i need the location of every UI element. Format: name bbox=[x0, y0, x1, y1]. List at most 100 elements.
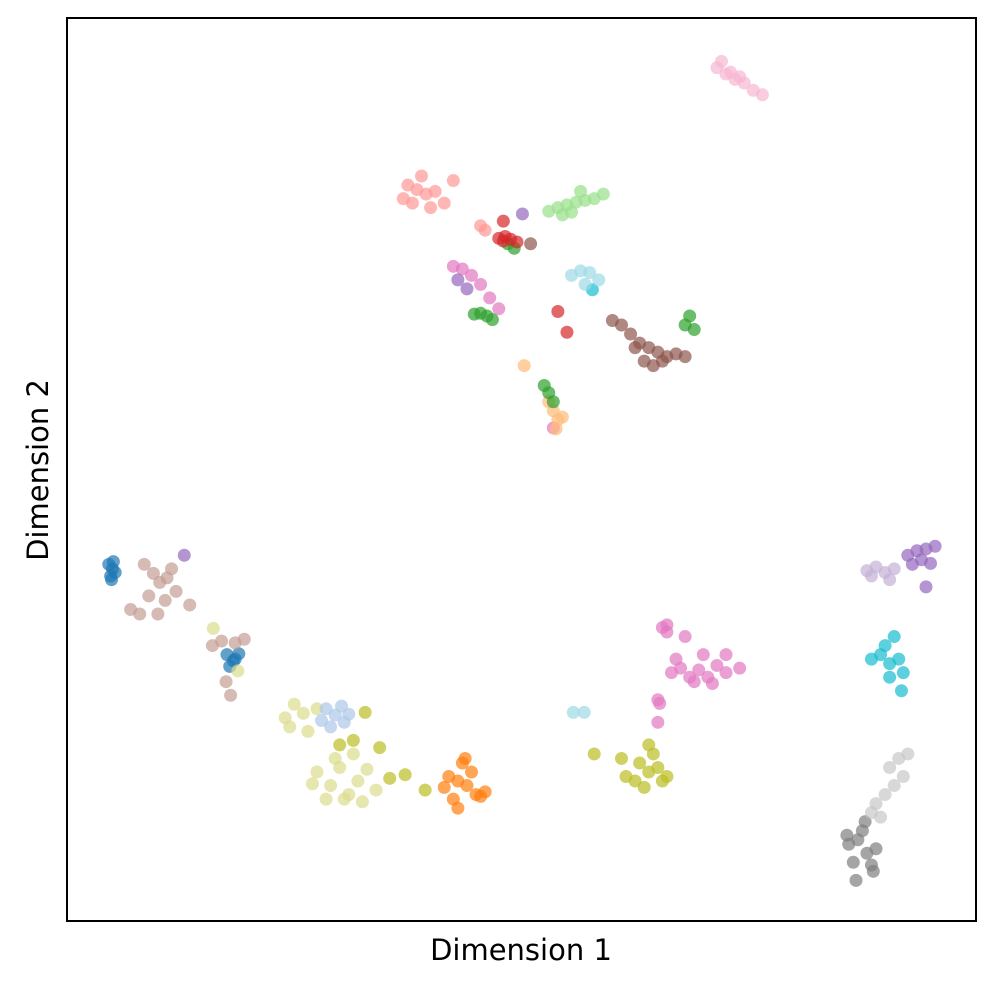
scatter-point bbox=[696, 648, 710, 662]
scatter-point bbox=[883, 760, 897, 774]
scatter-point bbox=[169, 584, 183, 598]
scatter-point bbox=[133, 607, 147, 621]
scatter-point bbox=[878, 788, 892, 802]
scatter-point bbox=[146, 566, 160, 580]
points bbox=[102, 54, 942, 887]
scatter-point bbox=[755, 88, 769, 102]
scatter-point bbox=[874, 810, 888, 824]
scatter-point bbox=[328, 708, 342, 722]
scatter-point bbox=[183, 598, 197, 612]
scatter-point bbox=[719, 666, 733, 680]
scatter-point bbox=[892, 652, 906, 666]
scatter-point bbox=[346, 747, 360, 761]
scatter-point bbox=[465, 268, 479, 282]
scatter-point bbox=[396, 192, 410, 206]
scatter-point bbox=[896, 666, 910, 680]
scatter-point bbox=[458, 751, 472, 765]
scatter-point bbox=[228, 652, 242, 666]
scatter-point bbox=[687, 675, 701, 689]
scatter-point bbox=[583, 266, 597, 280]
scatter-point bbox=[546, 395, 560, 409]
scatter-point bbox=[105, 573, 119, 587]
scatter-point bbox=[660, 625, 674, 639]
scatter-point bbox=[360, 762, 374, 776]
scatter-point bbox=[655, 354, 669, 368]
scatter-point bbox=[733, 661, 747, 675]
scatter-point bbox=[478, 223, 492, 237]
scatter-point bbox=[219, 675, 233, 689]
scatter-point bbox=[418, 783, 432, 797]
scatter-point bbox=[619, 770, 633, 784]
scatter-point bbox=[642, 738, 656, 752]
scatter-point bbox=[515, 207, 529, 221]
scatter-point bbox=[137, 557, 151, 571]
y-axis-label: Dimension 2 bbox=[21, 379, 55, 561]
scatter-point bbox=[451, 801, 465, 815]
scatter-point bbox=[714, 54, 728, 68]
scatter-point bbox=[928, 539, 942, 553]
scatter-point bbox=[492, 302, 506, 316]
scatter-point bbox=[142, 589, 156, 603]
scatter-point bbox=[496, 234, 510, 248]
scatter-point bbox=[383, 771, 397, 785]
scatter-point bbox=[237, 632, 251, 646]
scatter-point bbox=[883, 573, 897, 587]
scatter-point bbox=[301, 724, 315, 738]
scatter-point bbox=[840, 828, 854, 842]
scatter-point bbox=[624, 327, 638, 341]
scatter-point bbox=[549, 422, 563, 436]
scatter-point bbox=[849, 873, 863, 887]
scatter-point bbox=[474, 277, 488, 291]
scatter-point bbox=[887, 630, 901, 644]
scatter-point bbox=[224, 688, 238, 702]
scatter-point bbox=[858, 815, 872, 829]
scatter-point bbox=[510, 235, 524, 249]
scatter-point bbox=[653, 696, 667, 710]
scatter-point bbox=[455, 262, 469, 276]
scatter-point bbox=[896, 770, 910, 784]
scatter-point bbox=[919, 580, 933, 594]
scatter-point bbox=[637, 780, 651, 794]
scatter-point bbox=[614, 751, 628, 765]
scatter-point bbox=[446, 174, 460, 188]
scatter-point bbox=[342, 707, 356, 721]
scatter-point bbox=[883, 670, 897, 684]
scatter-point bbox=[283, 720, 297, 734]
scatter-point bbox=[733, 70, 747, 84]
scatter-point bbox=[651, 760, 665, 774]
scatter-point bbox=[614, 318, 628, 332]
scatter-point bbox=[437, 780, 451, 794]
scatter-point bbox=[346, 733, 360, 747]
scatter-point bbox=[483, 291, 497, 305]
scatter-point bbox=[151, 607, 165, 621]
x-axis-label: Dimension 1 bbox=[430, 933, 612, 967]
scatter-point bbox=[846, 855, 860, 869]
scatter-point bbox=[215, 634, 229, 648]
scatter-point bbox=[398, 768, 412, 782]
scatter-point bbox=[460, 282, 474, 296]
scatter-point bbox=[358, 705, 372, 719]
scatter-point bbox=[592, 273, 606, 287]
scatter-point bbox=[437, 196, 451, 210]
scatter-point bbox=[578, 277, 592, 291]
scatter-point bbox=[566, 705, 580, 719]
scatter-point bbox=[596, 187, 610, 201]
scatter-point bbox=[324, 779, 338, 793]
scatter-point bbox=[478, 785, 492, 799]
scatter-point bbox=[310, 702, 324, 716]
scatter-point bbox=[337, 792, 351, 806]
scatter-point bbox=[373, 741, 387, 755]
scatter-point bbox=[719, 648, 733, 662]
scatter-point bbox=[158, 593, 172, 607]
scatter-point bbox=[669, 652, 683, 666]
scatter-point bbox=[924, 556, 938, 570]
scatter-point bbox=[560, 325, 574, 339]
scatter-point bbox=[517, 359, 531, 373]
scatter-point bbox=[305, 777, 319, 791]
scatter-point bbox=[705, 677, 719, 691]
scatter-point bbox=[428, 184, 442, 198]
scatter-point bbox=[887, 779, 901, 793]
scatter-point bbox=[369, 783, 383, 797]
scatter-point bbox=[633, 756, 647, 770]
